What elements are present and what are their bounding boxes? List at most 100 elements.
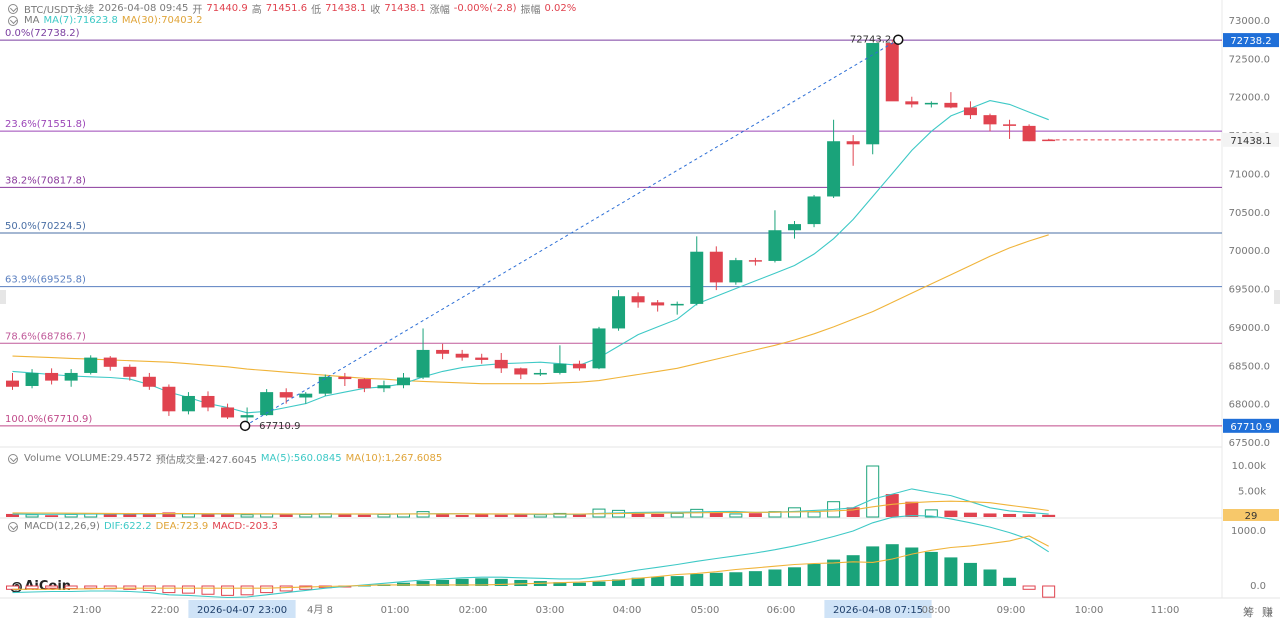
candle-body: [357, 379, 371, 389]
macd-bar: [983, 569, 997, 586]
macd-bar: [612, 579, 626, 586]
time-tag: 2026-04-07 23:00: [197, 605, 287, 616]
price-tag-last: 71438.1: [1230, 136, 1271, 147]
volume-bar: [299, 513, 313, 518]
macd-dif: DIF:622.2: [103, 521, 152, 532]
time-tick: 05:00: [691, 605, 720, 616]
candle-body: [240, 415, 254, 418]
candle-body: [963, 107, 977, 116]
candle-body: [397, 377, 410, 386]
volume-bar: [6, 513, 19, 517]
volume-bar: [651, 513, 665, 517]
macd-bar: [944, 557, 958, 586]
candle-body: [592, 328, 606, 369]
volume-bar: [788, 507, 801, 518]
time-tick: 06:00: [767, 605, 796, 616]
time-tick: 21:00: [73, 605, 102, 616]
volume-bar: [827, 501, 841, 518]
open-label: 开: [192, 5, 203, 16]
logo-mark: ꩜: [10, 580, 23, 595]
volume-bar: [885, 494, 899, 517]
scroll-right-handle[interactable]: [1274, 290, 1280, 304]
macd-legend: MACD(12,26,9) DIF:622.2 DEA:723.9 MACD:-…: [0, 521, 282, 532]
price-tick: 72500.0: [1229, 54, 1270, 65]
chip-button[interactable]: 筹: [1243, 606, 1254, 619]
volume-bar: [260, 513, 274, 518]
volume-legend: Volume VOLUME:29.4572 预估成交量:427.6045 MA(…: [0, 451, 446, 466]
change-label: 涨幅: [429, 5, 450, 16]
macd-bar: [455, 578, 469, 586]
close-label: 收: [370, 5, 381, 16]
price-tag-high: 72738.2: [1230, 36, 1271, 47]
price-tick: 70000.0: [1229, 246, 1270, 257]
amp-value: 0.02%: [544, 3, 577, 14]
macd-bar: [533, 581, 547, 586]
fib-label: 78.6%(68786.7): [5, 331, 86, 342]
volume-bar: [25, 514, 39, 518]
collapse-toggle-icon[interactable]: [8, 3, 18, 14]
macd-tick: 0.0: [1250, 581, 1266, 592]
macd-bar: [905, 547, 919, 586]
macd-bar: [690, 573, 704, 586]
time-tick: 04:00: [613, 605, 642, 616]
time-tick: 01:00: [381, 605, 410, 616]
volume-bar: [84, 513, 98, 518]
price-tag-last-bg: [1223, 132, 1279, 147]
price-tick: 68500.0: [1229, 361, 1270, 372]
price-tag-low: 67710.9: [1230, 422, 1271, 433]
ma-collapse-icon[interactable]: [8, 15, 18, 26]
close-value: 71438.1: [384, 3, 426, 14]
candle-body: [788, 224, 801, 231]
candle-body: [866, 43, 880, 145]
macd-bar: [709, 572, 723, 586]
scroll-left-handle[interactable]: [0, 290, 6, 304]
time-tick: 4月 8: [307, 604, 333, 616]
volume-ma5-line: [12, 488, 1049, 515]
volume-tick: 5.00k: [1238, 487, 1266, 498]
fib-label: 0.0%(72738.2): [5, 28, 80, 39]
candle-body: [6, 380, 19, 387]
macd-bar: [924, 551, 938, 586]
macd-bar: [299, 585, 313, 590]
candle-body: [181, 395, 195, 412]
volume-tag-bg: [1223, 509, 1279, 521]
time-tick: 03:00: [536, 605, 565, 616]
volume-ma5: MA(5):560.0845: [260, 453, 342, 464]
volume-bar: [162, 512, 176, 517]
time-tick: 02:00: [459, 605, 488, 616]
candle-body: [612, 296, 626, 329]
volume-ma10-line: [12, 500, 1049, 515]
candle-body: [572, 363, 586, 369]
macd-bar: [103, 585, 117, 590]
macd-bar: [1003, 577, 1017, 586]
low-value: 71438.1: [325, 3, 367, 14]
ma30-line: [12, 234, 1049, 385]
earn-button[interactable]: 赚: [1262, 606, 1273, 619]
price-tag-high-bg: [1223, 33, 1279, 48]
time-tag-bg: [188, 600, 296, 618]
candle-body: [670, 303, 684, 306]
volume-value: VOLUME:29.4572: [65, 453, 152, 464]
macd-dea-line: [12, 535, 1049, 590]
volume-collapse-icon[interactable]: [8, 453, 18, 464]
high-mark-label: 72743.2: [850, 35, 891, 46]
low-marker: [239, 420, 251, 432]
volume-bar: [924, 509, 938, 518]
candle-body: [729, 260, 743, 283]
volume-bar: [729, 513, 743, 518]
macd-bar: [631, 577, 645, 586]
time-tick: 22:00: [151, 605, 180, 616]
candle-body: [983, 115, 997, 125]
macd-bar: [729, 572, 743, 586]
macd-collapse-icon[interactable]: [8, 521, 18, 532]
fib-label: 50.0%(70224.5): [5, 221, 86, 232]
change-value: -0.00%(-2.8): [453, 3, 517, 14]
macd-bar: [357, 585, 371, 587]
volume-bar: [240, 514, 254, 518]
price-tick: 69500.0: [1229, 285, 1270, 296]
candle-body: [846, 141, 860, 145]
candle-body: [1042, 139, 1056, 142]
macd-bar: [397, 582, 410, 586]
time-tick: 11:00: [1151, 605, 1180, 616]
fib-label: 23.6%(71551.8): [5, 119, 86, 130]
